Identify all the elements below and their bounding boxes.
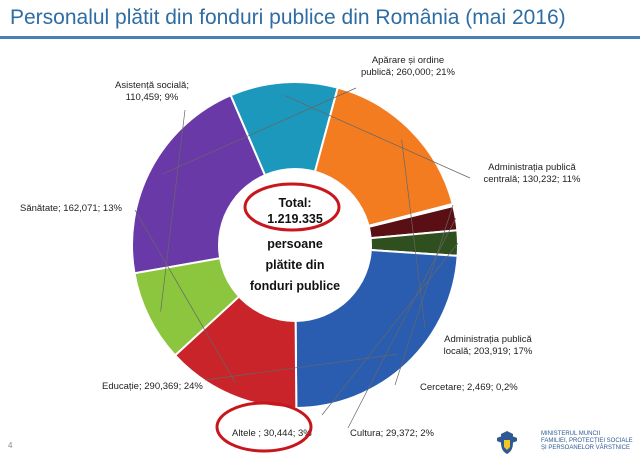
leader-line-administratia-publica-locala [401,139,426,329]
center-text-line-1: Total: [278,196,311,210]
leader-line-cultura [347,217,457,429]
slice-label-sanatate: Sănătate; 162,071; 13% [20,203,122,214]
center-text-line-2: 1.219.335 [267,212,323,226]
leader-line-cercetare [394,204,454,386]
donut-hole [218,168,372,322]
slice-administratia-publica-centrala [229,81,339,249]
ministry-line-1: Ministerul Muncii [541,431,601,437]
slice-label-educatie: Educație; 290,369; 24% [102,381,203,392]
leader-line-educatie [204,353,398,381]
slice-label-cercetare: Cercetare; 2,469; 0,2% [420,382,518,393]
total-highlight-ring [243,182,341,232]
slice-label-administratia-publica-centrala: Administrația publică centrală; 130,232; … [483,162,581,185]
slice-label-cultura: Cultura; 29,372; 2% [350,428,435,439]
slice-label-asistenta-sociala: Asistență socială; 110,459; 9% [115,80,189,103]
coat-of-arms-icon [497,431,517,454]
ministry-logo [497,431,517,454]
center-text-line-5: fonduri publice [250,279,340,293]
slice-label-aparare-si-ordine-publica: Apărare și ordine publică; 260,000; 21% [361,55,456,78]
center-text-line-4: plătite din [265,258,324,272]
title-underline [0,36,640,39]
chart-title: Personalul plătit din fonduri publice di… [10,6,566,29]
ministry-line-3: și Persoanelor Vârstnice [541,445,631,451]
leader-line-asistenta-sociala [160,109,186,312]
slide-number: 4 [8,441,13,450]
slice-label-administratia-publica-locala: Administrația publică locală; 203,919; 17… [444,334,533,357]
leader-line-altele [321,242,459,416]
ministry-name: Ministerul Muncii Familiei, Protecției S… [541,431,637,452]
leader-line-aparare-si-ordine-publica [162,87,357,175]
center-text-line-3: persoane [267,237,323,251]
leader-line-administratia-publica-centrala [284,95,471,179]
ministry-line-2: Familiei, Protecției Sociale [541,438,633,444]
altele-highlight-ring [215,401,313,453]
leader-line-sanatate [134,209,236,383]
slice-label-altele: Altele ; 30,444; 3% [232,428,312,439]
